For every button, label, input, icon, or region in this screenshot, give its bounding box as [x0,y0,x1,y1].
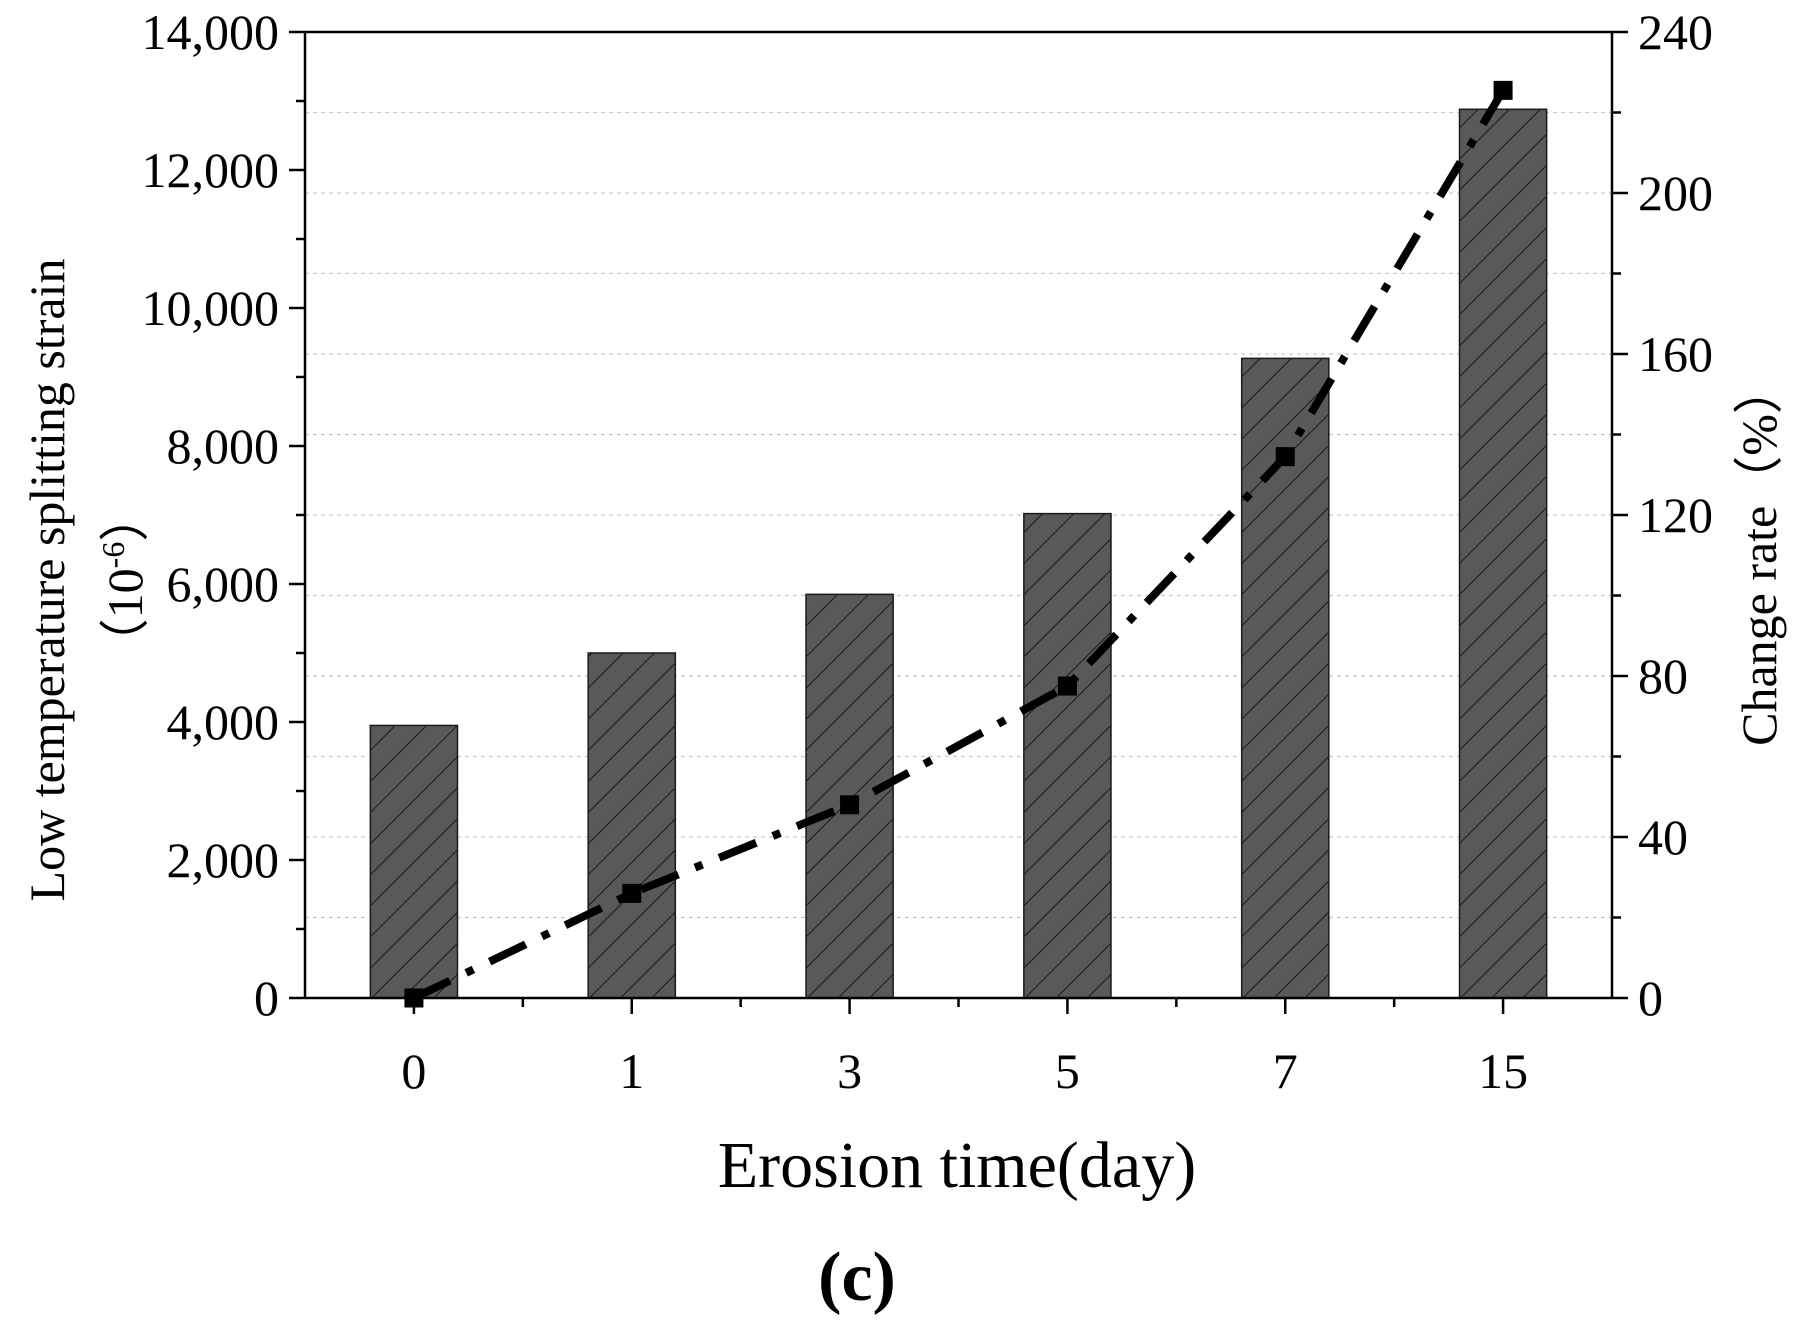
x-tick-label: 5 [1055,1043,1080,1099]
y-axis-unit-open: （10 [97,568,153,668]
y-axis-unit-close: ） [97,492,153,542]
bar [1458,108,1548,999]
y-tick-label: 6,000 [167,556,280,612]
y-tick-label: 8,000 [167,418,280,474]
y-tick-label: 10,000 [142,280,280,336]
y-tick-label: 0 [254,970,279,1026]
y2-tick-label: 160 [1638,326,1713,382]
y2-tick-label: 240 [1638,4,1713,60]
y2-tick-label: 0 [1638,970,1663,1026]
line-marker [622,883,642,903]
y2-tick-label: 120 [1638,487,1713,543]
panel-label: (c) [818,1239,896,1316]
line-marker [1275,447,1295,467]
bar [1023,512,1112,999]
y-axis-title: Low temperature splitting strain [19,259,75,902]
axes [289,30,1628,1014]
y2-tick-label: 200 [1638,165,1713,221]
x-tick-label: 15 [1478,1043,1528,1099]
y-tick-label: 14,000 [142,4,280,60]
bar [587,652,677,999]
x-tick-label: 1 [619,1043,644,1099]
y2-tick-label: 80 [1638,648,1688,704]
y-tick-label: 4,000 [167,694,280,750]
y-tick-label: 2,000 [167,832,280,888]
x-tick-label: 7 [1273,1043,1298,1099]
y-axis-unit-exponent: -6 [95,542,131,569]
y-tick-label: 12,000 [142,142,280,198]
x-tick-label: 3 [837,1043,862,1099]
x-tick-label: 0 [401,1043,426,1099]
bar [369,724,459,999]
change-rate-line [412,88,1507,1002]
change-rate-series [404,80,1513,1008]
x-axis-title: Erosion time(day) [718,1129,1196,1202]
line-marker [1493,80,1513,100]
y2-tick-label: 40 [1638,809,1688,865]
bar-series [369,108,1548,999]
grid-lines [305,31,1612,919]
y-axis-unit: （10-6） [95,492,153,669]
line-marker [840,795,860,815]
y2-axis-title: Change rate（%） [1731,364,1787,746]
line-marker [1057,676,1077,696]
tick-labels: 0 2,000 4,000 6,000 8,000 10,000 12,000 14,000 0… [142,4,1714,1099]
